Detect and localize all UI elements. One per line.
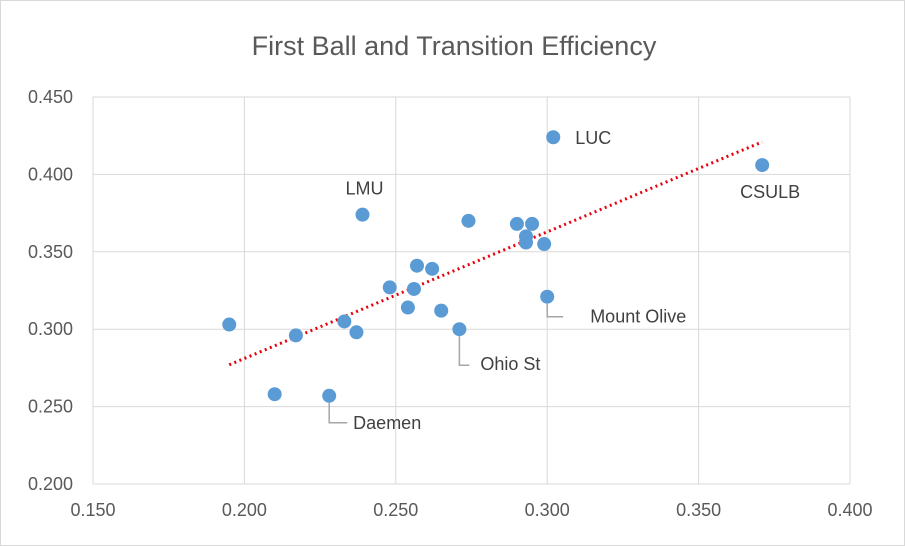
x-tick-label: 0.250	[373, 500, 418, 520]
label-leader-line	[328, 402, 348, 424]
data-points	[222, 130, 770, 403]
data-point	[540, 289, 555, 304]
data-point	[267, 387, 282, 402]
data-point	[349, 325, 364, 340]
data-point	[434, 303, 449, 318]
y-tick-label: 0.200	[28, 474, 73, 494]
data-point	[425, 261, 440, 276]
x-tick-label: 0.150	[70, 500, 115, 520]
data-point	[537, 237, 552, 252]
data-point	[525, 216, 540, 231]
data-point	[406, 281, 421, 296]
data-label: Ohio St	[480, 354, 540, 374]
gridlines	[92, 96, 851, 485]
y-tick-label: 0.350	[28, 242, 73, 262]
data-point	[452, 322, 467, 337]
x-tick-label: 0.400	[827, 500, 872, 520]
data-point	[400, 300, 415, 315]
data-labels: Daemen LMU Ohio St Mount Olive LUC CSULB	[328, 128, 800, 433]
x-tick-label: 0.200	[222, 500, 267, 520]
axis-ticks: 0.150 0.200 0.250 0.300 0.350 0.400 0.200 0.250…	[28, 87, 873, 520]
trendline	[228, 140, 763, 367]
data-label: Daemen	[353, 413, 421, 433]
label-leader-line	[546, 303, 564, 318]
label-leader-line	[458, 336, 470, 366]
data-point	[337, 314, 352, 329]
data-point	[288, 328, 303, 343]
data-point	[382, 280, 397, 295]
data-label: LUC	[575, 128, 611, 148]
chart-title: First Ball and Transition Efficiency	[252, 31, 657, 61]
data-label: Mount Olive	[590, 307, 686, 327]
data-label: LMU	[345, 179, 383, 199]
y-tick-label: 0.300	[28, 319, 73, 339]
y-tick-label: 0.450	[28, 87, 73, 107]
data-point	[322, 388, 337, 403]
y-tick-label: 0.400	[28, 164, 73, 184]
trendline-layer	[228, 140, 763, 367]
data-point	[409, 258, 424, 273]
x-tick-label: 0.350	[676, 500, 721, 520]
data-point	[509, 216, 524, 231]
data-point	[519, 235, 534, 250]
data-point	[355, 207, 370, 222]
x-tick-label: 0.300	[525, 500, 570, 520]
data-label: CSULB	[740, 182, 800, 202]
data-point	[461, 213, 476, 228]
data-point	[546, 130, 561, 145]
y-tick-label: 0.250	[28, 397, 73, 417]
data-point	[222, 317, 237, 332]
data-point	[755, 158, 770, 173]
